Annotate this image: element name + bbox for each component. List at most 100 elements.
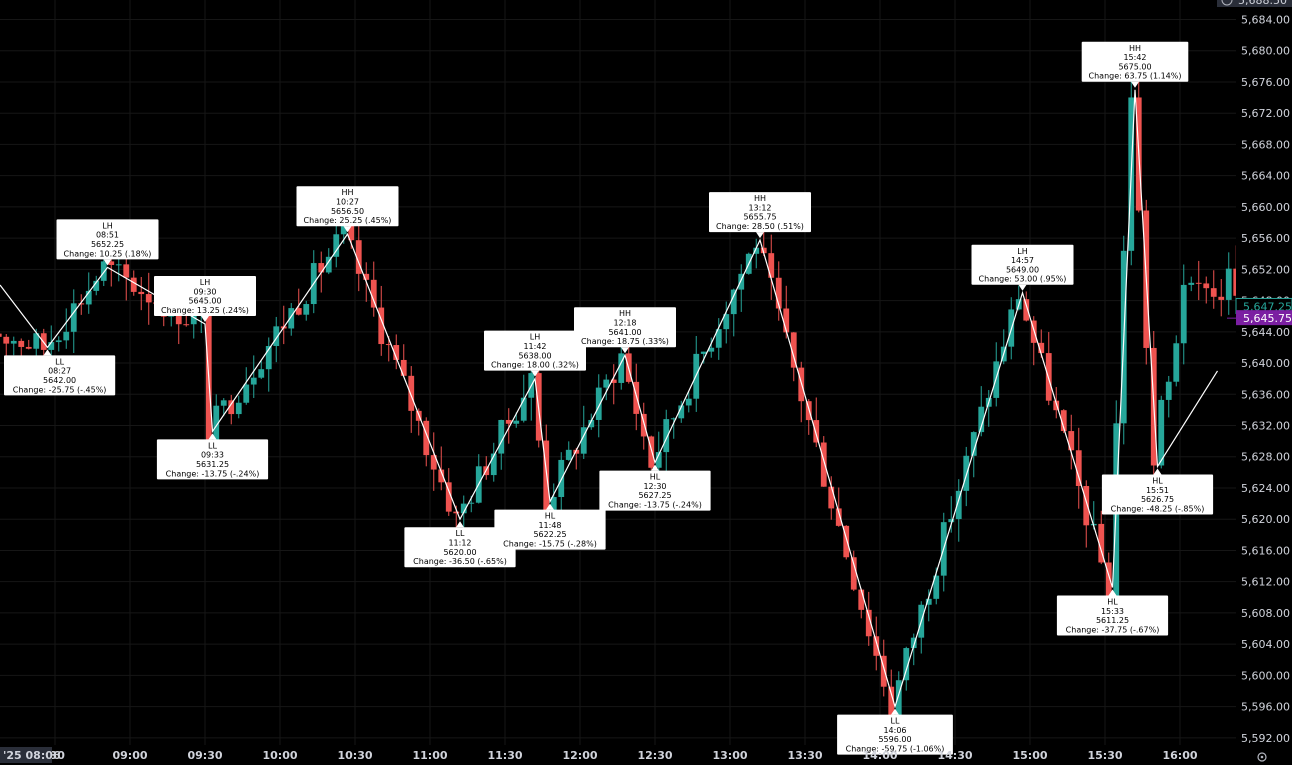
pivot-time: 11:48 xyxy=(538,521,561,530)
candle-body xyxy=(438,469,445,483)
candle-body xyxy=(265,345,272,370)
y-tick-label: 5,596.00 xyxy=(1241,701,1290,714)
pivot-type: HL xyxy=(545,512,556,521)
candle-body xyxy=(648,436,655,468)
candle-body xyxy=(78,303,85,305)
y-tick-label: 5,616.00 xyxy=(1241,544,1290,557)
candle-body xyxy=(1180,284,1187,344)
candle-body xyxy=(888,686,895,716)
pivot-time: 14:57 xyxy=(1011,256,1034,265)
pivot-type: LH xyxy=(1017,247,1027,256)
candle-body xyxy=(33,333,40,349)
candle-body xyxy=(400,359,407,376)
pivot-label-pointer xyxy=(103,259,112,266)
pivot-type: HH xyxy=(341,188,353,197)
candle-body xyxy=(858,589,865,610)
pivot-label-pointer xyxy=(1108,589,1117,596)
candle-body xyxy=(10,340,17,344)
candle-body xyxy=(933,575,940,599)
pivot-label-pointer xyxy=(1153,468,1162,475)
time-axis[interactable]: :30 09:00 09:30 10:00 10:30 11:00 11:30 12:00 12… xyxy=(0,747,1267,763)
pivot-type: LL xyxy=(208,441,217,450)
settings-gear-icon[interactable] xyxy=(1257,752,1267,762)
info-icon[interactable] xyxy=(1221,0,1233,6)
candle-body xyxy=(970,432,977,456)
candle-body xyxy=(430,455,437,470)
x-tick-label: 09:30 xyxy=(187,749,222,762)
x-tick-label: 15:00 xyxy=(1012,749,1047,762)
pivot-label-box xyxy=(4,355,116,396)
x-tick-label: 13:30 xyxy=(787,749,822,762)
candle-body xyxy=(550,497,557,512)
candle-body xyxy=(828,486,835,509)
pivot-time: 13:12 xyxy=(748,203,771,212)
candle-body xyxy=(108,261,115,265)
pivot-type: LH xyxy=(102,221,112,230)
y-tick-label: 5,632.00 xyxy=(1241,420,1290,433)
candle-body xyxy=(453,511,460,514)
candle-body xyxy=(1053,400,1060,411)
candle-body xyxy=(138,291,145,295)
pivot-time: 11:42 xyxy=(523,342,546,351)
candle-body xyxy=(700,351,707,354)
candle-body xyxy=(850,557,857,590)
x-tick-label: 10:30 xyxy=(337,749,372,762)
y-tick-label: 5,592.00 xyxy=(1241,732,1290,745)
cursor-time-label: '25 08:06 xyxy=(3,749,61,762)
candle-body xyxy=(235,402,242,415)
candle-body xyxy=(715,329,722,348)
pivot-label-box xyxy=(484,330,586,371)
pivot-label-box xyxy=(154,276,256,317)
pivot-type: LH xyxy=(200,278,210,287)
x-tick-label: 14:00 xyxy=(862,749,897,762)
candle-body xyxy=(1060,410,1067,432)
pivot-time: 09:30 xyxy=(193,287,216,296)
candle-body xyxy=(865,609,872,637)
y-tick-label: 5,644.00 xyxy=(1241,326,1290,339)
candle-body xyxy=(423,420,430,456)
candle-body xyxy=(1225,268,1232,300)
candle-body xyxy=(408,375,415,411)
candle-body xyxy=(333,234,340,257)
pivot-label-box xyxy=(837,714,953,755)
candle-body xyxy=(955,490,962,520)
candle-body xyxy=(385,344,392,346)
y-tick-label: 5,660.00 xyxy=(1241,201,1290,214)
y-tick-label: 5,652.00 xyxy=(1241,263,1290,276)
x-tick-label: 13:00 xyxy=(712,749,747,762)
pivot-label-pointer xyxy=(621,347,629,354)
candle-body xyxy=(678,405,685,419)
pivot-change: Change: -37.75 (-.67%) xyxy=(1066,625,1160,634)
pivot-price: 5656.50 xyxy=(331,207,364,216)
pivot-label-box xyxy=(971,244,1074,285)
x-tick-label: 16:00 xyxy=(1162,749,1197,762)
candle-body xyxy=(498,419,505,454)
candle-body xyxy=(573,449,580,454)
pivot-type: LL xyxy=(891,717,900,726)
pivot-change: Change: 25.25 (.45%) xyxy=(304,216,392,225)
candle-body xyxy=(288,308,295,329)
pivot-price: 5627.25 xyxy=(638,491,671,500)
pivot-price: 5675.00 xyxy=(1118,62,1151,71)
pivot-type: HL xyxy=(1152,477,1163,486)
pivot-type: LH xyxy=(530,333,540,342)
pivot-price: 5626.75 xyxy=(1141,495,1174,504)
candle-body xyxy=(1083,486,1090,526)
candle-body xyxy=(468,502,475,504)
pivot-label-pointer xyxy=(546,503,554,510)
candle-body xyxy=(685,398,692,406)
candle-body xyxy=(603,379,610,388)
price-axis[interactable]: 5,684.00 5,680.00 5,676.00 5,672.00 5,668.00… xyxy=(1217,0,1292,765)
candle-body xyxy=(378,307,385,345)
pivot-label-box xyxy=(404,527,516,568)
candle-body xyxy=(633,381,640,414)
pivot-price: 5642.00 xyxy=(43,376,76,385)
